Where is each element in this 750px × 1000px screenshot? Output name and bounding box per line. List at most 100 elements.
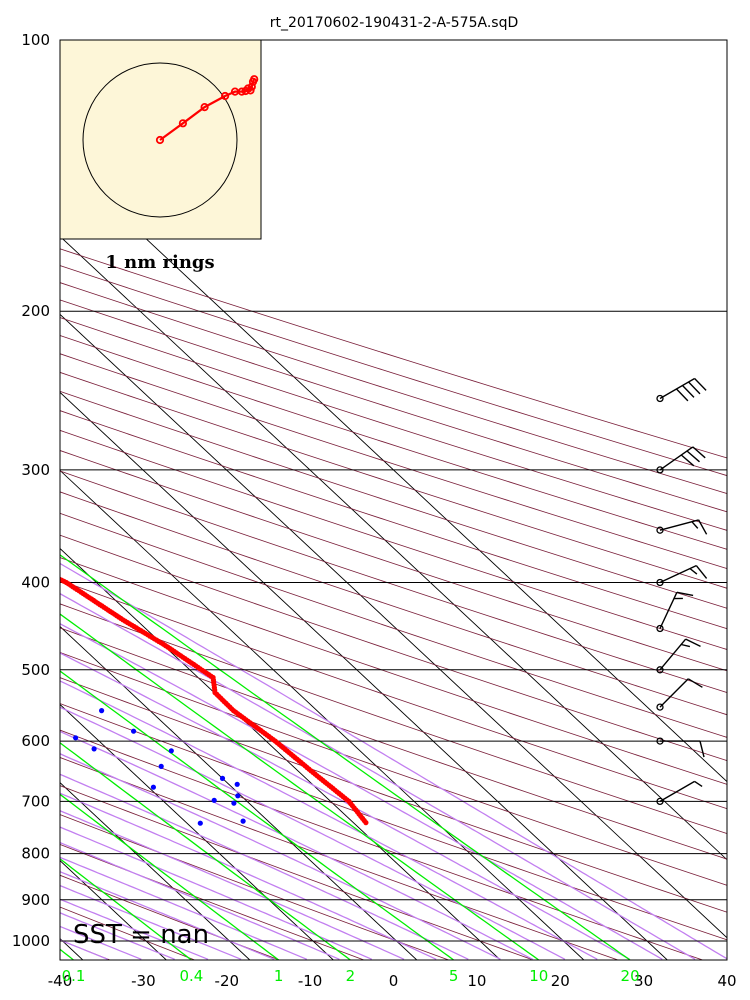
temperature-point [13,555,18,560]
temperature-tick-label: -10 [298,972,323,990]
dewpoint-point [158,763,164,770]
temperature-point [22,560,27,565]
temperature-tick-label: -20 [215,972,240,990]
dry-adiabat-line [60,627,727,860]
wind-barb-station [656,394,664,403]
temperature-point [34,565,39,570]
dewpoint-point [9,667,14,672]
wind-barb-flag [694,378,707,391]
wind-barb [656,591,694,633]
dewpoint-point [73,735,79,741]
moist-adiabat-line [60,706,566,960]
wind-barb-flag [692,446,706,459]
wind-barb [656,678,703,711]
temperature-point [36,566,41,571]
temperature-tick-label: -40 [48,972,73,990]
mixing-ratio-line [60,554,631,960]
wind-barb-flag [680,454,695,467]
temperature-point [27,562,32,567]
hodograph-line [159,78,256,141]
dry-adiabat-line [60,449,727,672]
mixing-ratio-label: 0.1 [62,967,86,985]
pressure-tick-label: 1000 [12,932,50,950]
moist-adiabat-line [60,730,533,960]
moist-adiabat-line [60,652,631,960]
temperature-point [50,573,55,578]
wind-barb-flag [681,643,691,648]
wind-barb-flag [691,521,699,529]
dry-adiabat-line [60,603,727,835]
moist-adiabat-line [60,622,663,960]
temperature-point [8,553,13,558]
temperature-point [54,575,59,580]
temperature-point [24,561,29,566]
pressure-tick-label: 200 [21,302,50,320]
chart-title: rt_20170602-190431-2-A-575A.sqD [270,15,519,31]
temperature-tick-label: -30 [131,972,156,990]
moist-adiabat-line [60,870,275,960]
mixing-ratio-label: 2 [346,967,356,985]
dry-adiabat-line [60,677,727,913]
temperature-point [17,557,22,562]
moist-adiabat-line [60,841,340,960]
dewpoint-point [131,728,137,734]
wind-barb [656,519,708,535]
pressure-tick-label: 300 [21,461,50,479]
isotherm-line [60,625,418,960]
dewpoint-point [99,708,105,714]
dewpoint-point [5,664,10,669]
dewpoint-series [37,686,246,826]
moist-adiabat-line [60,792,437,960]
temperature-point [29,563,34,568]
hodograph-inset: 1 nm rings [59,39,262,273]
dewpoint-point [3,663,8,668]
pressure-tick-label: 400 [21,574,50,592]
moist-adiabat-line [60,773,469,960]
dry-adiabat-line [60,317,727,531]
pressure-tick-label: 900 [21,891,50,909]
isotherm-line [60,703,334,960]
wind-barb-station [656,703,664,711]
dewpoint-point [219,775,226,782]
isotherm-line [60,781,251,960]
wind-barb-flag [686,450,700,463]
moist-adiabat-line [60,884,242,960]
pressure-tick-label: 600 [21,732,50,750]
dewpoint-point [7,666,12,671]
dewpoint-point [37,686,42,691]
mixing-ratio-label: 5 [449,967,459,985]
temperature-point [60,576,62,582]
wind-barb-station [656,797,664,806]
wind-barb-station [656,466,664,474]
wind-barb-flag [675,388,689,402]
dry-adiabat-line [60,335,727,550]
isotherm-line [60,391,668,960]
dewpoint-point [197,820,203,826]
hodograph-point [250,75,259,84]
mixing-ratio-line [60,670,455,960]
hodograph-point [247,82,256,91]
moist-adiabat-line [60,562,727,960]
wind-barb [656,377,707,403]
wind-barb-flag [688,381,701,395]
hodograph-point [246,86,255,95]
wind-barb-flag [685,638,701,648]
dewpoint-point [91,746,97,752]
wind-barb-flag [681,385,695,398]
wind-barb-station [656,624,664,633]
dewpoint-point [168,748,174,754]
dewpoint-point [0,660,4,665]
isotherm-line [60,313,727,939]
temperature-tick-label: 20 [551,972,570,990]
wind-barb-station [656,666,664,674]
wind-barb-flag [687,678,703,688]
dewpoint-point [211,797,217,803]
temperature-axis-labels: -40 -30 -20 -10 0 10 20 30 40 [48,972,737,990]
dewpoint-series [0,350,15,673]
wind-barb [656,446,706,474]
temperature-point [1,549,6,554]
dry-adiabat-line [60,470,727,694]
hodograph-trace [155,75,259,145]
moist-adiabat-line [60,753,501,960]
mixing-ratio-label: 0.4 [179,967,203,985]
